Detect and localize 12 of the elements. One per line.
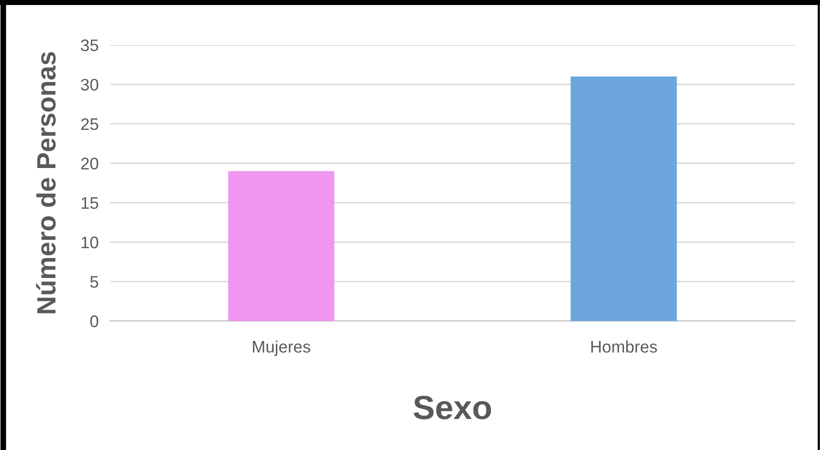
y-tick-label: 25 [81, 118, 98, 130]
y-tick-label: 10 [82, 236, 98, 248]
y-axis-title: Número de Personas [36, 52, 56, 314]
x-tick-label: Mujeres [252, 340, 310, 356]
x-tick-label: Hombres [591, 340, 657, 353]
y-tick-label: 20 [81, 158, 98, 170]
y-tick-label: 15 [82, 197, 98, 209]
y-tick-label: 30 [80, 78, 98, 91]
y-tick-label: 0 [90, 315, 98, 328]
y-tick-label: 5 [90, 276, 98, 288]
x-axis-title: Sexo [414, 396, 492, 420]
y-tick-label: 35 [80, 39, 98, 52]
